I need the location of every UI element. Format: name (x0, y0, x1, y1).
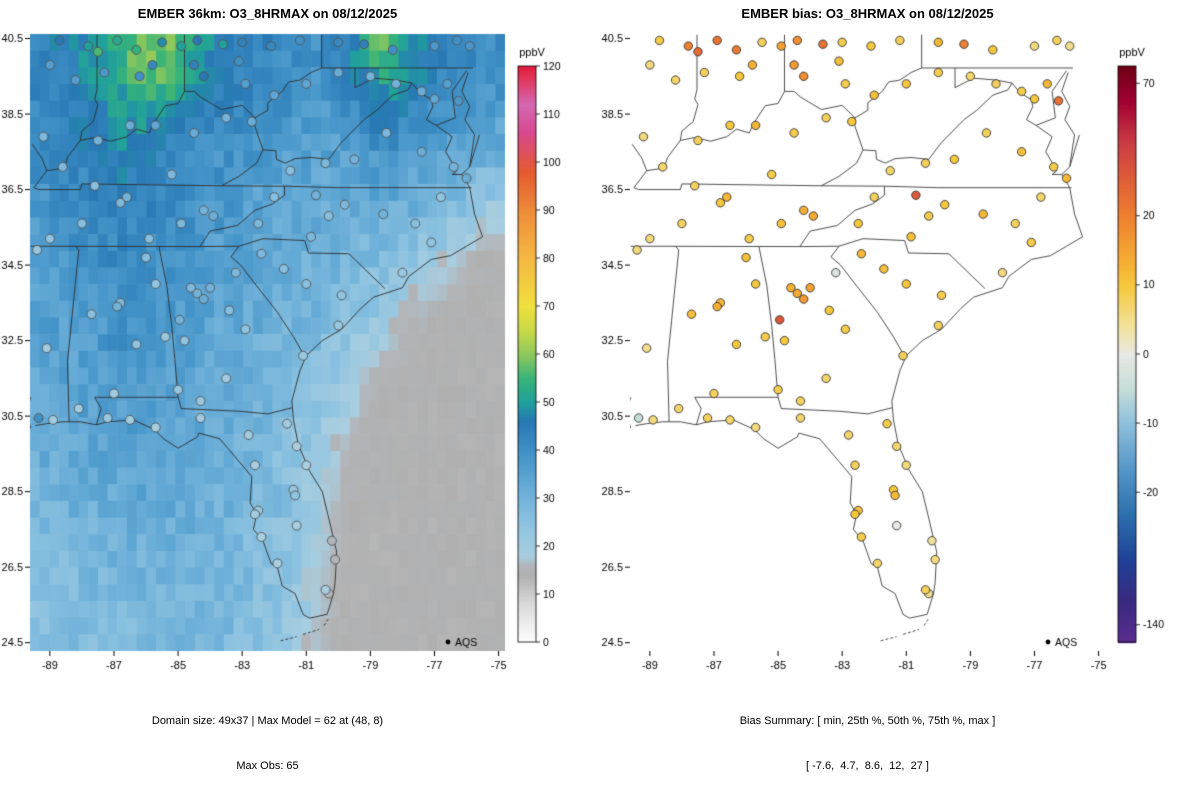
caption-line-1: Bias Summary: [ min, 25th %, 50th %, 75t… (739, 715, 996, 727)
model-captions: Domain size: 49x37 | Max Model = 62 at (… (0, 684, 535, 804)
caption-line-2: [ -7.6, 4.7, 8.6, 12, 27 ] (806, 760, 929, 772)
figure: EMBER 36km: O3_8HRMAX on 08/12/2025 Doma… (0, 0, 1200, 772)
bias-map-canvas (600, 26, 1200, 676)
panel-model: EMBER 36km: O3_8HRMAX on 08/12/2025 Doma… (0, 0, 600, 772)
bias-captions: Bias Summary: [ min, 25th %, 50th %, 75t… (600, 684, 1135, 804)
caption-line-1: Domain size: 49x37 | Max Model = 62 at (… (151, 715, 384, 727)
model-map-canvas (0, 26, 600, 676)
panel-bias: EMBER bias: O3_8HRMAX on 08/12/2025 Bias… (600, 0, 1200, 772)
caption-line-2: Max Obs: 65 (236, 760, 299, 772)
page-title-model: EMBER 36km: O3_8HRMAX on 08/12/2025 (137, 6, 398, 21)
page-title-bias: EMBER bias: O3_8HRMAX on 08/12/2025 (741, 6, 994, 21)
